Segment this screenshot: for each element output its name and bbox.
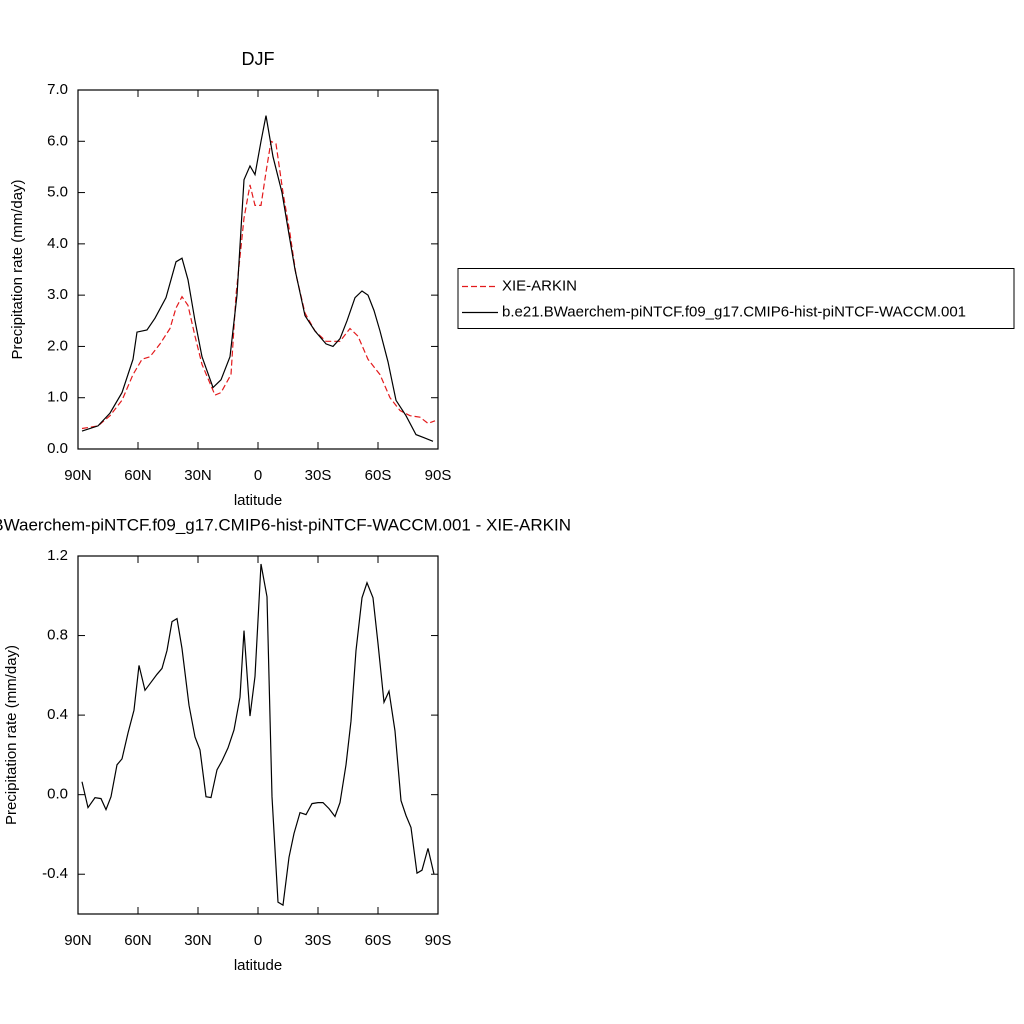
data-line [81, 140, 436, 430]
x-tick-label: 90S [425, 932, 452, 949]
y-tick-label: 0.0 [47, 440, 68, 457]
x-tick-label: 60N [124, 467, 152, 484]
x-tick-label: 60S [365, 467, 392, 484]
x-tick-label: 90N [64, 932, 92, 949]
x-tick-label: 30S [305, 467, 332, 484]
y-axis-label: Precipitation rate (mm/day) [3, 645, 20, 825]
y-tick-label: 0.8 [47, 627, 68, 644]
x-tick-label: 0 [254, 932, 262, 949]
data-line [81, 563, 435, 907]
x-tick-label: 30N [184, 467, 212, 484]
data-line [81, 115, 434, 442]
x-tick-label: 30N [184, 932, 212, 949]
x-axis-label: latitude [234, 957, 282, 974]
y-tick-label: 7.0 [47, 81, 68, 98]
chart-title: b.e21.BWaerchem-piNTCF.f09_g17.CMIP6-his… [0, 515, 571, 534]
x-tick-label: 0 [254, 467, 262, 484]
plot-frame [77, 89, 439, 450]
plot-frame [77, 555, 439, 915]
y-tick-label: 0.4 [47, 706, 68, 723]
legend-box [457, 268, 1015, 329]
y-tick-label: 5.0 [47, 184, 68, 201]
x-tick-label: 60N [124, 932, 152, 949]
y-tick-label: 2.0 [47, 337, 68, 354]
y-tick-label: 1.2 [47, 547, 68, 564]
x-tick-label: 60S [365, 932, 392, 949]
y-tick-label: 4.0 [47, 235, 68, 252]
legend-label: XIE-ARKIN [502, 277, 577, 294]
y-tick-label: 6.0 [47, 132, 68, 149]
y-tick-label: 3.0 [47, 286, 68, 303]
y-axis-label: Precipitation rate (mm/day) [9, 179, 26, 359]
legend-label: b.e21.BWaerchem-piNTCF.f09_g17.CMIP6-his… [502, 303, 966, 320]
chart-title: DJF [242, 49, 275, 69]
x-tick-label: 90S [425, 467, 452, 484]
x-axis-label: latitude [234, 492, 282, 509]
y-tick-label: 1.0 [47, 389, 68, 406]
x-tick-label: 30S [305, 932, 332, 949]
x-tick-label: 90N [64, 467, 92, 484]
y-tick-label: 0.0 [47, 786, 68, 803]
y-tick-label: -0.4 [42, 865, 68, 882]
